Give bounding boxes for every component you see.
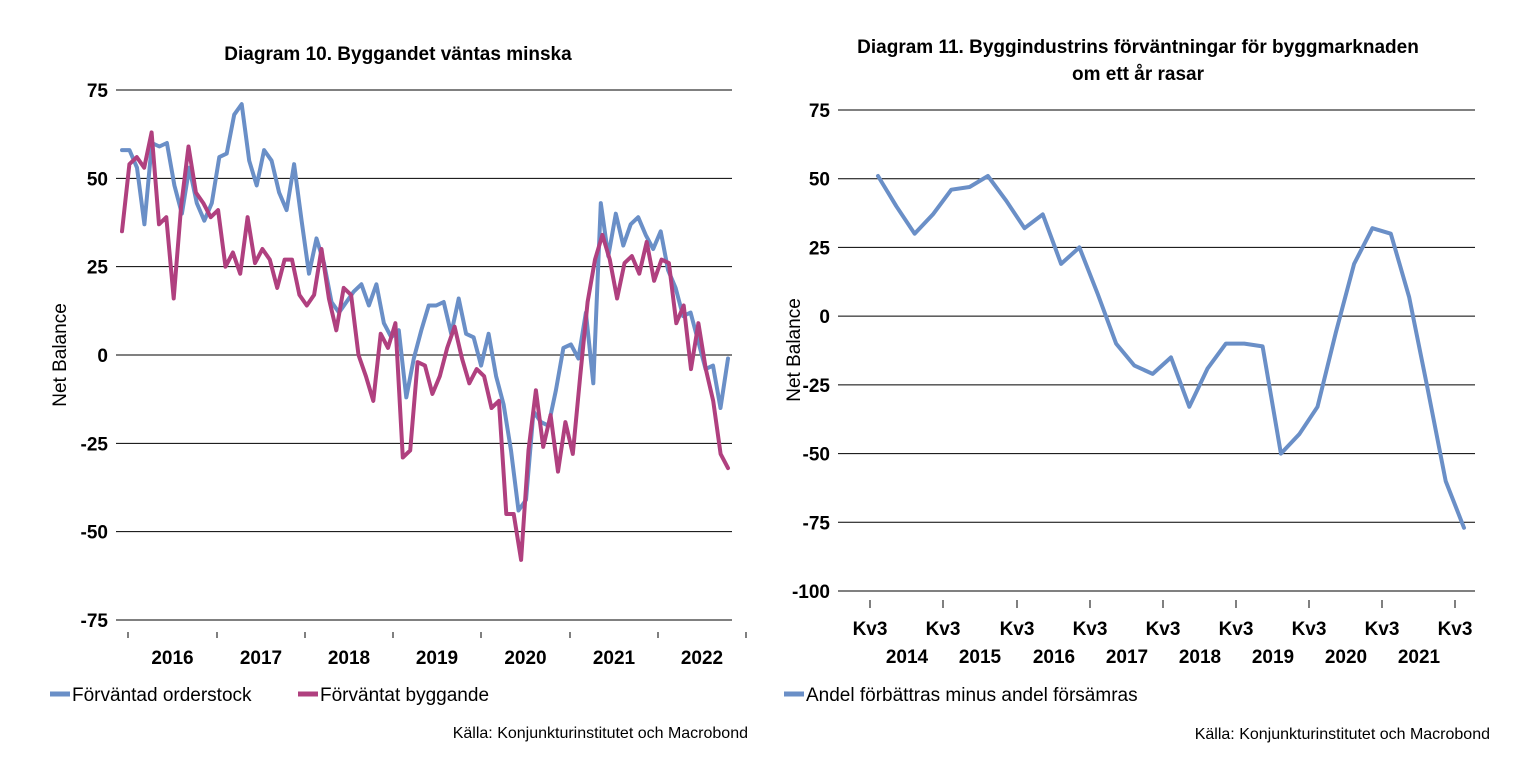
chart2-x-tick-label-year: 2019 <box>1252 647 1294 668</box>
chart1-y-tick-label: -25 <box>81 434 109 455</box>
chart2-x-tick-label-quarter: Kv3 <box>926 619 961 640</box>
chart1-y-tick-label: 25 <box>87 258 109 279</box>
chart2-x-tick-label-year: 2018 <box>1179 647 1221 668</box>
chart1-x-tick-label: 2021 <box>593 648 636 669</box>
chart1-legend-label-byggande: Förväntat byggande <box>320 685 489 706</box>
chart1-title: Diagram 10. Byggandet väntas minska <box>224 44 572 65</box>
chart2-x-tick-label-year: 2021 <box>1398 647 1441 668</box>
chart2-x-tick-label-year: 2020 <box>1325 647 1367 668</box>
chart1-source: Källa: Konjunkturinstitutet och Macrobon… <box>453 725 748 742</box>
chart1-y-tick-label: -50 <box>81 523 108 544</box>
chart2-legend-label: Andel förbättras minus andel försämras <box>806 685 1138 706</box>
chart1-series-line-0 <box>120 102 730 513</box>
chart1-x-tick-label: 2022 <box>681 648 723 669</box>
chart1-y-tick-label: 50 <box>87 169 108 190</box>
chart2-series-line-0 <box>876 174 1466 530</box>
chart1-y-tick-label: 0 <box>97 346 108 367</box>
chart2-x-tick-label-year: 2016 <box>1033 647 1075 668</box>
chart2-y-tick-label: -25 <box>803 376 831 397</box>
chart2-x-tick-label-year: 2015 <box>959 647 1002 668</box>
chart1-x-tick-label: 2016 <box>151 648 193 669</box>
chart2-x-tick-label-quarter: Kv3 <box>1219 619 1254 640</box>
chart2-title-line1: Diagram 11. Byggindustrins förväntningar… <box>857 37 1419 58</box>
chart2-x-tick-label-quarter: Kv3 <box>1000 619 1035 640</box>
chart2-x-tick-label-year: 2014 <box>886 647 929 668</box>
chart2-y-tick-label: -50 <box>803 445 830 466</box>
chart2-y-axis-label: Net Balance <box>784 298 805 402</box>
chart1-x-tick-label: 2019 <box>416 648 458 669</box>
chart2-y-tick-label: 50 <box>809 170 830 191</box>
chart2-y-tick-label: -75 <box>803 513 831 534</box>
chart1-y-tick-label: 75 <box>87 81 109 102</box>
chart2-source: Källa: Konjunkturinstitutet och Macrobon… <box>1195 726 1490 743</box>
chart1-series-line-1 <box>120 130 730 562</box>
chart2-x-tick-label-quarter: Kv3 <box>1292 619 1327 640</box>
chart2-x-tick-label-quarter: Kv3 <box>1365 619 1400 640</box>
chart1-x-tick-label: 2020 <box>504 648 546 669</box>
chart1-legend-label-orderstock: Förväntad orderstock <box>72 685 252 706</box>
chart2-x-tick-label-quarter: Kv3 <box>1073 619 1108 640</box>
chart1-y-tick-label: -75 <box>81 611 109 632</box>
chart2-x-tick-label-quarter: Kv3 <box>853 619 888 640</box>
chart2-title-line2: om ett år rasar <box>1072 64 1205 85</box>
chart2-y-tick-label: -100 <box>792 582 830 603</box>
chart2-y-tick-label: 75 <box>809 101 831 122</box>
chart1-y-axis-label: Net Balance <box>50 303 71 407</box>
chart2-x-tick-label-year: 2017 <box>1106 647 1148 668</box>
chart2-x-tick-label-quarter: Kv3 <box>1438 619 1473 640</box>
chart1-x-tick-label: 2018 <box>328 648 370 669</box>
chart2-y-tick-label: 0 <box>819 307 830 328</box>
chart1-x-tick-label: 2017 <box>240 648 282 669</box>
chart2-x-tick-label-quarter: Kv3 <box>1146 619 1181 640</box>
chart2-y-tick-label: 25 <box>809 238 831 259</box>
chart-marks: 75 50 25 0 -25 -50 -75 2016 2017 2018 2019 2020 2021… <box>50 81 1475 706</box>
